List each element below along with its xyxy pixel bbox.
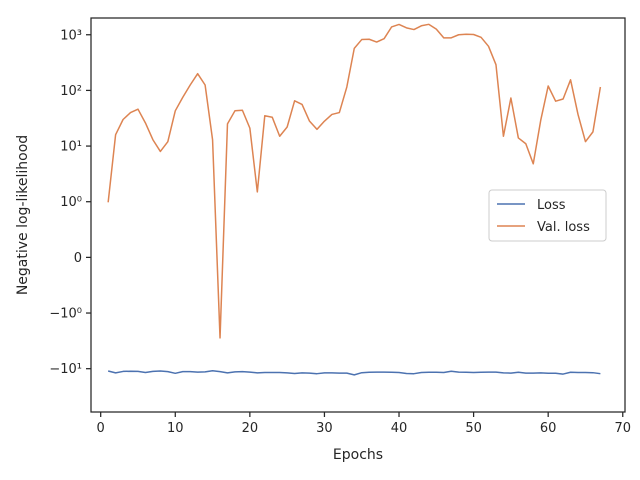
x-tick-label: 70	[614, 421, 631, 436]
series-line-loss	[107, 370, 601, 376]
y-tick-label: 10²	[60, 84, 82, 99]
y-axis-ticks: −10¹ −10⁰ 0 10⁰ 10¹ 10² 10³	[49, 28, 91, 377]
legend-label-loss: Loss	[537, 198, 566, 213]
x-tick-label: 50	[465, 421, 482, 436]
legend: Loss Val. loss	[488, 189, 607, 242]
plot-area-frame	[90, 17, 626, 413]
x-axis-label: Epochs	[333, 447, 383, 463]
y-tick-label: 10³	[60, 28, 82, 43]
legend-frame	[488, 189, 607, 242]
y-axis-label: Negative log-likelihood	[15, 135, 31, 295]
y-tick-label: 10¹	[60, 140, 82, 155]
x-tick-label: 0	[97, 421, 105, 436]
x-tick-label: 60	[540, 421, 557, 436]
y-tick-label: 10⁰	[60, 195, 82, 210]
series-line-val-loss	[107, 23, 602, 339]
y-tick-label: −10¹	[49, 362, 82, 377]
x-tick-label: 10	[167, 421, 184, 436]
series-lines	[107, 23, 602, 376]
y-tick-label: 0	[74, 251, 82, 266]
legend-label-val-loss: Val. loss	[537, 220, 590, 235]
y-tick-label: −10⁰	[49, 307, 82, 322]
x-tick-label: 20	[242, 421, 259, 436]
x-tick-label: 30	[316, 421, 333, 436]
x-axis-ticks: 0 10 20 30 40 50 60 70	[97, 412, 631, 436]
x-tick-label: 40	[391, 421, 408, 436]
